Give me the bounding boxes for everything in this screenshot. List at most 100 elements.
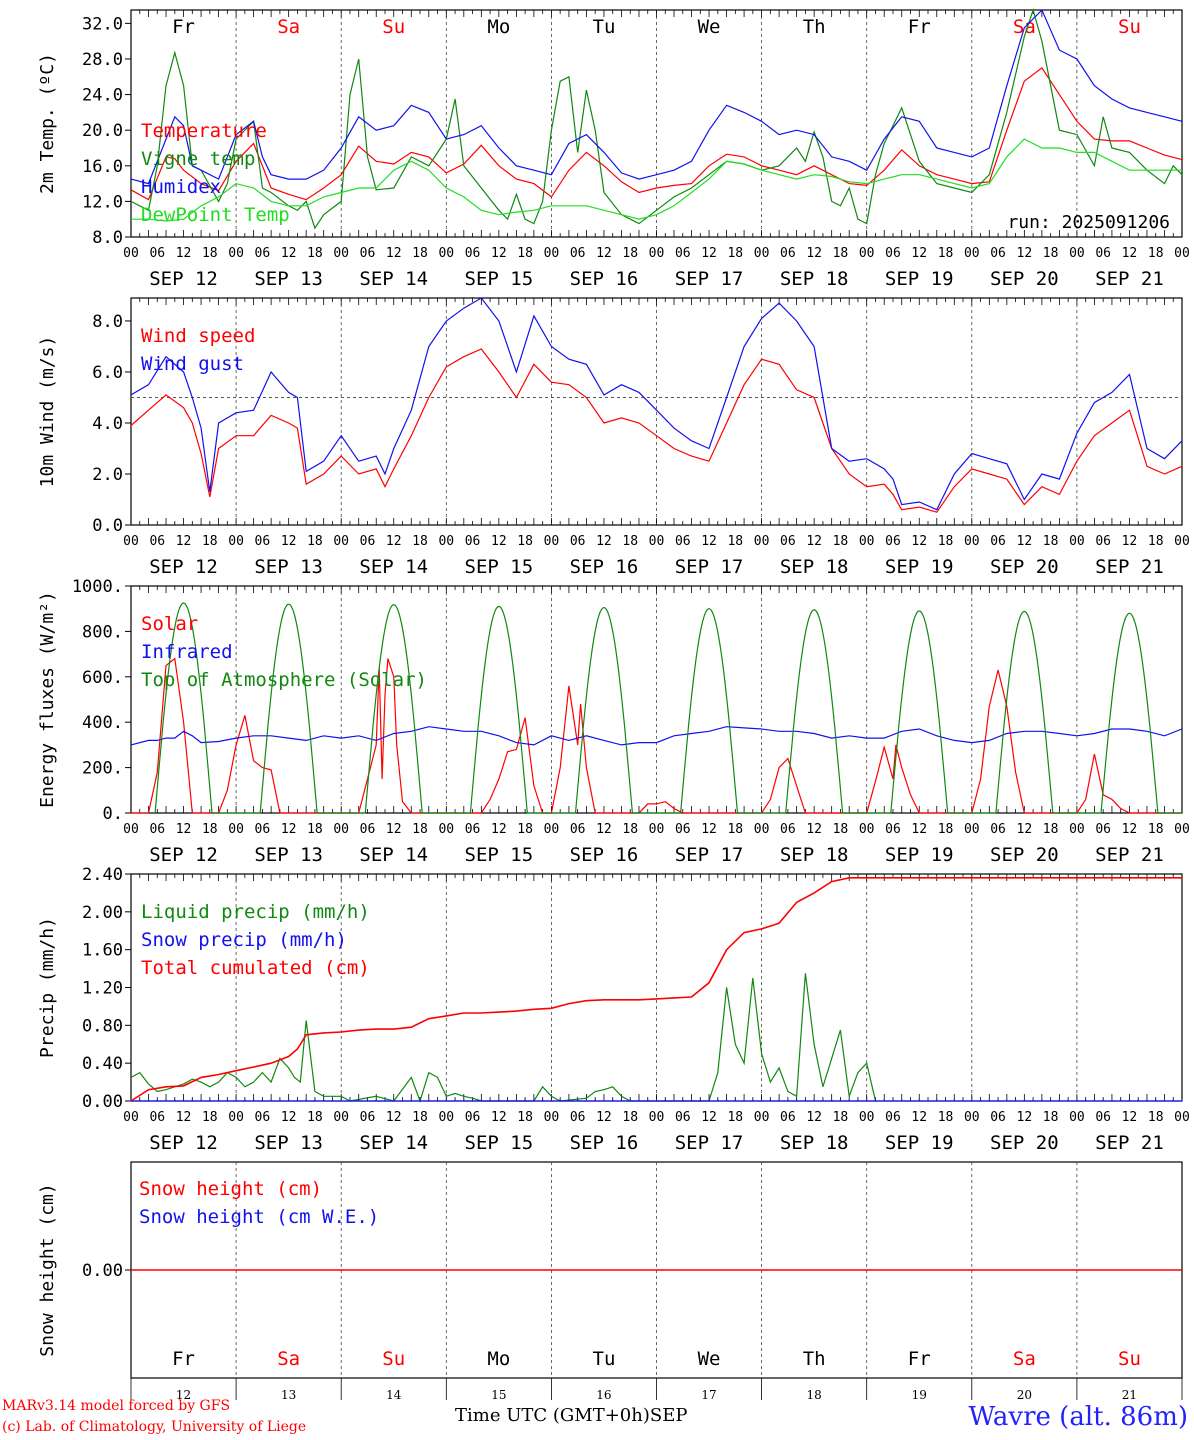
y-axis-label: Snow height (cm) xyxy=(37,1183,58,1356)
legend-entry: Wind gust xyxy=(141,353,244,375)
hour-tick-label: 06 xyxy=(780,246,796,261)
hour-tick-label: 18 xyxy=(1148,246,1164,261)
hour-tick-label: 00 xyxy=(333,822,349,837)
hour-tick-label: 06 xyxy=(360,534,376,549)
hour-tick-label: 06 xyxy=(885,1110,901,1125)
date-label: SEP 21 xyxy=(1095,556,1164,578)
hour-tick-label: 18 xyxy=(1148,1110,1164,1125)
day-number-label: 15 xyxy=(491,1388,506,1402)
hour-tick-label: 00 xyxy=(438,246,454,261)
hour-tick-label: 12 xyxy=(281,1110,297,1125)
hour-tick-label: 18 xyxy=(307,246,323,261)
hour-tick-label: 06 xyxy=(149,534,165,549)
hour-tick-label: 00 xyxy=(1174,822,1190,837)
series-line xyxy=(130,67,1183,201)
hour-tick-label: 06 xyxy=(675,246,691,261)
day-name-label: We xyxy=(698,1348,721,1370)
hour-tick-label: 00 xyxy=(544,822,560,837)
legend-entry: Snow precip (mm/h) xyxy=(141,929,347,951)
hour-tick-label: 12 xyxy=(596,534,612,549)
y-axis-label: Precip (mm/h) xyxy=(37,917,58,1058)
hour-tick-label: 12 xyxy=(491,534,507,549)
date-label: SEP 13 xyxy=(254,844,323,866)
legend-entry: Top of Atmosphere (Solar) xyxy=(141,669,427,691)
hour-tick-label: 12 xyxy=(1017,534,1033,549)
legend-entry: DewPoint Temp xyxy=(141,204,290,226)
run-label: run: 2025091206 xyxy=(1007,212,1170,233)
hour-tick-label: 00 xyxy=(859,246,875,261)
hour-tick-label: 00 xyxy=(544,1110,560,1125)
legend-entry: Snow height (cm W.E.) xyxy=(139,1206,379,1228)
date-label: SEP 12 xyxy=(149,844,218,866)
date-label: SEP 14 xyxy=(359,844,428,866)
series-line xyxy=(130,726,1183,746)
hour-tick-label: 18 xyxy=(622,246,638,261)
hour-tick-label: 06 xyxy=(465,534,481,549)
day-name-label: Su xyxy=(382,1348,405,1370)
date-label: SEP 16 xyxy=(570,556,639,578)
legend-entry: Wind speed xyxy=(141,325,255,347)
hour-tick-label: 06 xyxy=(360,1110,376,1125)
hour-tick-label: 00 xyxy=(438,822,454,837)
hour-tick-label: 18 xyxy=(517,534,533,549)
hour-tick-label: 12 xyxy=(911,534,927,549)
hour-tick-label: 12 xyxy=(911,1110,927,1125)
date-label: SEP 16 xyxy=(570,1132,639,1154)
y-tick-label: 0.00 xyxy=(82,1092,123,1112)
day-name-label: Th xyxy=(803,16,826,38)
series-line xyxy=(130,297,1183,511)
hour-tick-label: 18 xyxy=(412,534,428,549)
hour-tick-label: 18 xyxy=(833,246,849,261)
date-label: SEP 17 xyxy=(675,844,744,866)
time-utc-label: Time UTC (GMT+0h) xyxy=(455,1405,650,1426)
hour-tick-label: 12 xyxy=(701,534,717,549)
hour-tick-label: 18 xyxy=(1043,1110,1059,1125)
hour-tick-label: 18 xyxy=(833,1110,849,1125)
date-label: SEP 15 xyxy=(465,844,534,866)
y-tick-label: 0.40 xyxy=(82,1054,123,1074)
hour-tick-label: 06 xyxy=(990,534,1006,549)
hour-tick-label: 06 xyxy=(990,1110,1006,1125)
hour-tick-label: 00 xyxy=(1069,246,1085,261)
y-tick-label: 20.0 xyxy=(82,121,123,141)
hour-tick-label: 00 xyxy=(1069,534,1085,549)
hour-tick-label: 06 xyxy=(675,1110,691,1125)
hour-tick-label: 06 xyxy=(1095,1110,1111,1125)
y-tick-label: 6.0 xyxy=(92,363,123,383)
hour-tick-label: 00 xyxy=(649,1110,665,1125)
hour-tick-label: 12 xyxy=(281,246,297,261)
hour-tick-label: 12 xyxy=(386,1110,402,1125)
legend-entry: Snow height (cm) xyxy=(139,1178,322,1200)
hour-tick-label: 00 xyxy=(228,1110,244,1125)
hour-tick-label: 00 xyxy=(649,246,665,261)
hour-tick-label: 06 xyxy=(885,822,901,837)
hour-tick-label: 12 xyxy=(701,246,717,261)
hour-tick-label: 12 xyxy=(806,1110,822,1125)
hour-tick-label: 12 xyxy=(1017,822,1033,837)
y-tick-label: 28.0 xyxy=(82,50,123,70)
day-name-label: Sa xyxy=(1013,1348,1036,1370)
hour-tick-label: 12 xyxy=(596,246,612,261)
y-tick-label: 200. xyxy=(82,759,123,779)
y-axis-label: Energy fluxes (W/m²) xyxy=(37,591,58,808)
hour-tick-label: 06 xyxy=(1095,822,1111,837)
hour-tick-label: 00 xyxy=(964,246,980,261)
y-tick-label: 12.0 xyxy=(82,192,123,212)
hour-tick-label: 06 xyxy=(360,822,376,837)
hour-tick-label: 18 xyxy=(517,246,533,261)
hour-tick-label: 18 xyxy=(202,246,218,261)
hour-tick-label: 00 xyxy=(859,822,875,837)
date-label: SEP 15 xyxy=(465,1132,534,1154)
day-number-label: 21 xyxy=(1122,1388,1137,1402)
day-name-label: Su xyxy=(1118,1348,1141,1370)
month-label: SEP xyxy=(649,1405,688,1426)
date-label: SEP 20 xyxy=(990,844,1059,866)
hour-tick-label: 18 xyxy=(622,1110,638,1125)
hour-tick-label: 00 xyxy=(754,534,770,549)
legend-entry: Temperature xyxy=(141,120,267,142)
hour-tick-label: 12 xyxy=(1017,246,1033,261)
day-name-label: Sa xyxy=(277,16,300,38)
hour-tick-label: 18 xyxy=(307,1110,323,1125)
day-name-label: Fr xyxy=(908,1348,931,1370)
day-name-label: Fr xyxy=(908,16,931,38)
